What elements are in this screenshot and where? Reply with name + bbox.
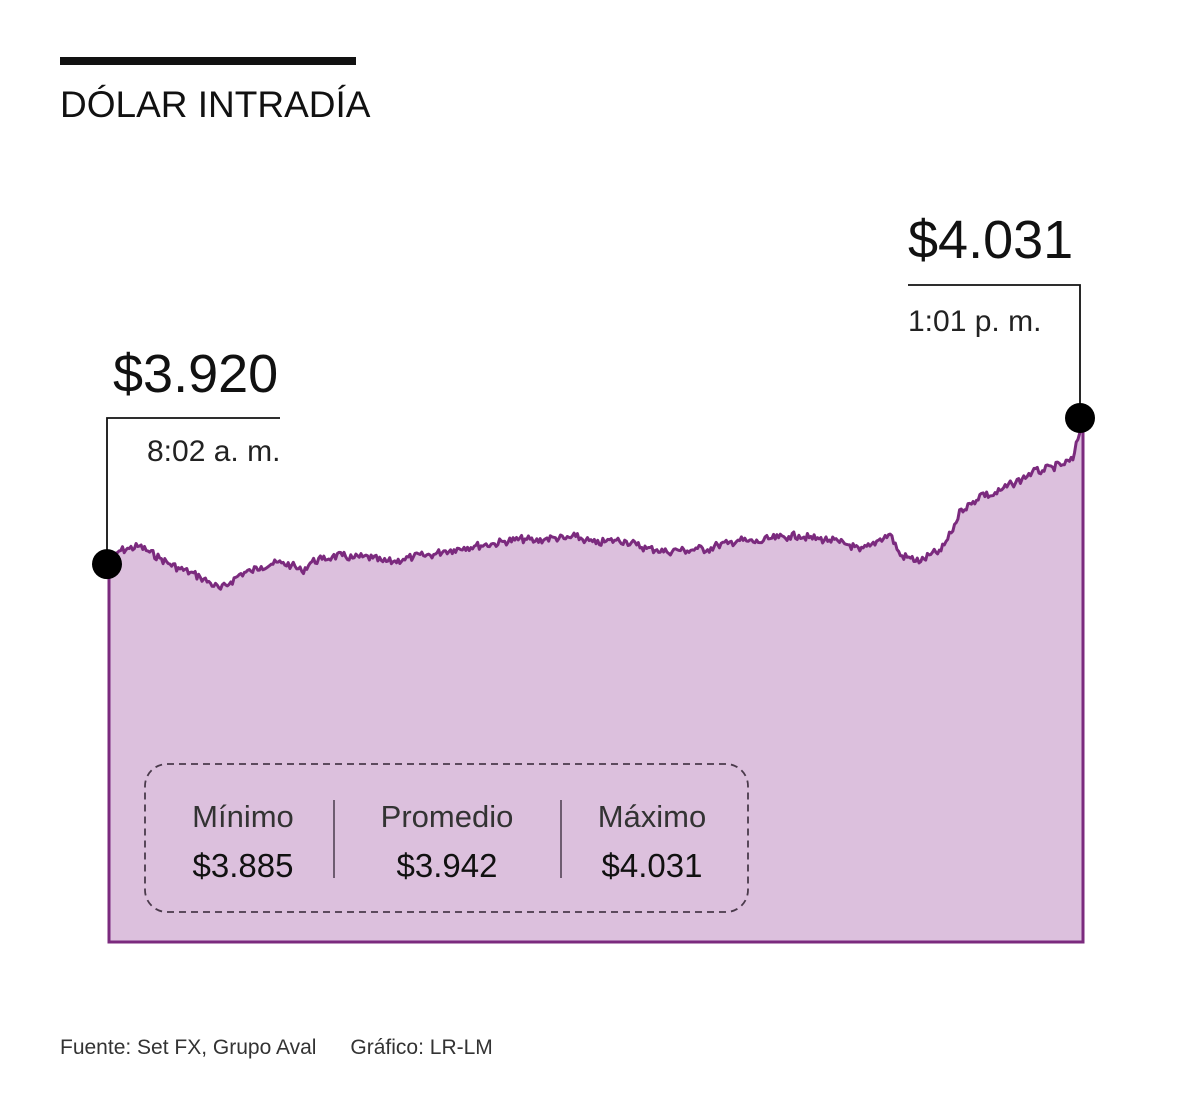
stat-label-promedio: Promedio bbox=[381, 799, 514, 834]
stat-value-minimo: $3.885 bbox=[193, 847, 294, 884]
chart-title: DÓLAR INTRADÍA bbox=[60, 84, 371, 125]
stat-label-maximo: Máximo bbox=[598, 799, 707, 834]
footer: Fuente: Set FX, Grupo Aval Gráfico: LR-LM bbox=[60, 1036, 493, 1060]
callout-end-time: 1:01 p. m. bbox=[908, 305, 1041, 338]
start-marker bbox=[92, 549, 122, 580]
stats-box-border bbox=[144, 763, 749, 913]
callout-start-value: $3.920 bbox=[113, 344, 278, 404]
callout-end-value: $4.031 bbox=[908, 210, 1073, 270]
stat-value-maximo: $4.031 bbox=[602, 847, 703, 884]
callout-start-time: 8:02 a. m. bbox=[147, 435, 280, 468]
stats-box: Mínimo $3.885 Promedio $3.942 Máximo $4.… bbox=[144, 763, 749, 913]
end-marker bbox=[1065, 403, 1095, 433]
stat-label-minimo: Mínimo bbox=[192, 799, 294, 834]
area-frame bbox=[107, 418, 1085, 944]
callout-start-leader bbox=[106, 417, 280, 550]
series-line bbox=[107, 417, 1085, 591]
area-fill bbox=[109, 418, 1083, 942]
area-layer bbox=[107, 417, 1085, 944]
marker-layer bbox=[92, 403, 1095, 580]
source-note: Fuente: Set FX, Grupo Aval bbox=[60, 1036, 317, 1059]
header-rule bbox=[60, 57, 356, 65]
callout-end-leader bbox=[908, 284, 1081, 418]
callout-start: $3.920 8:02 a. m. bbox=[106, 344, 280, 550]
stat-value-promedio: $3.942 bbox=[397, 847, 498, 884]
credit-note: Gráfico: LR-LM bbox=[350, 1036, 493, 1059]
chart-svg: Mínimo $3.885 Promedio $3.942 Máximo $4.… bbox=[92, 210, 1095, 944]
callout-end: $4.031 1:01 p. m. bbox=[908, 210, 1081, 418]
